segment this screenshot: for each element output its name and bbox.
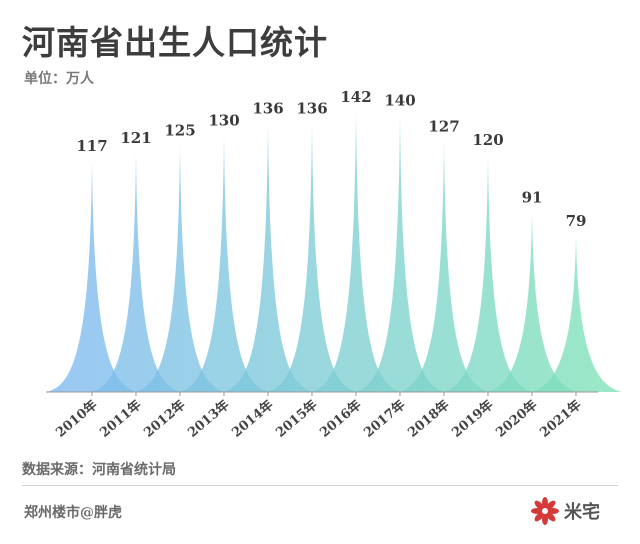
value-label: 136 xyxy=(252,100,283,118)
value-label: 121 xyxy=(120,129,151,147)
x-tick-label: 2019年 xyxy=(449,397,497,441)
x-tick-label: 2013年 xyxy=(185,397,233,441)
value-label: 127 xyxy=(428,117,459,135)
divider xyxy=(22,485,618,486)
x-tick-label: 2021年 xyxy=(537,397,585,441)
x-tick-label: 2018年 xyxy=(405,397,453,441)
value-label: 120 xyxy=(472,131,503,149)
value-label: 140 xyxy=(384,92,415,110)
author-credit: 郑州楼市@胖虎 xyxy=(24,502,122,522)
value-label: 91 xyxy=(522,188,543,206)
brand-logo-text: 米宅 xyxy=(564,498,600,524)
x-tick-label: 2012年 xyxy=(141,397,189,441)
x-tick-label: 2014年 xyxy=(229,397,277,441)
x-tick-label: 2020年 xyxy=(493,397,541,441)
value-label: 79 xyxy=(566,212,587,230)
x-tick-label: 2017年 xyxy=(361,397,409,441)
value-label: 125 xyxy=(164,121,195,139)
chart-plot: 2010年2011年2012年2013年2014年2015年2016年2017年… xyxy=(0,0,640,456)
flower-logo-icon xyxy=(530,496,560,526)
x-tick-label: 2015年 xyxy=(273,397,321,441)
value-label: 142 xyxy=(340,88,371,106)
brand-logo: 米宅 xyxy=(530,496,600,526)
value-label: 136 xyxy=(296,100,327,118)
data-source: 数据来源：河南省统计局 xyxy=(22,459,176,479)
x-tick-label: 2010年 xyxy=(53,397,101,441)
x-tick-label: 2011年 xyxy=(97,397,145,441)
x-tick-label: 2016年 xyxy=(317,397,365,441)
value-label: 117 xyxy=(76,137,107,155)
value-label: 130 xyxy=(208,111,239,129)
